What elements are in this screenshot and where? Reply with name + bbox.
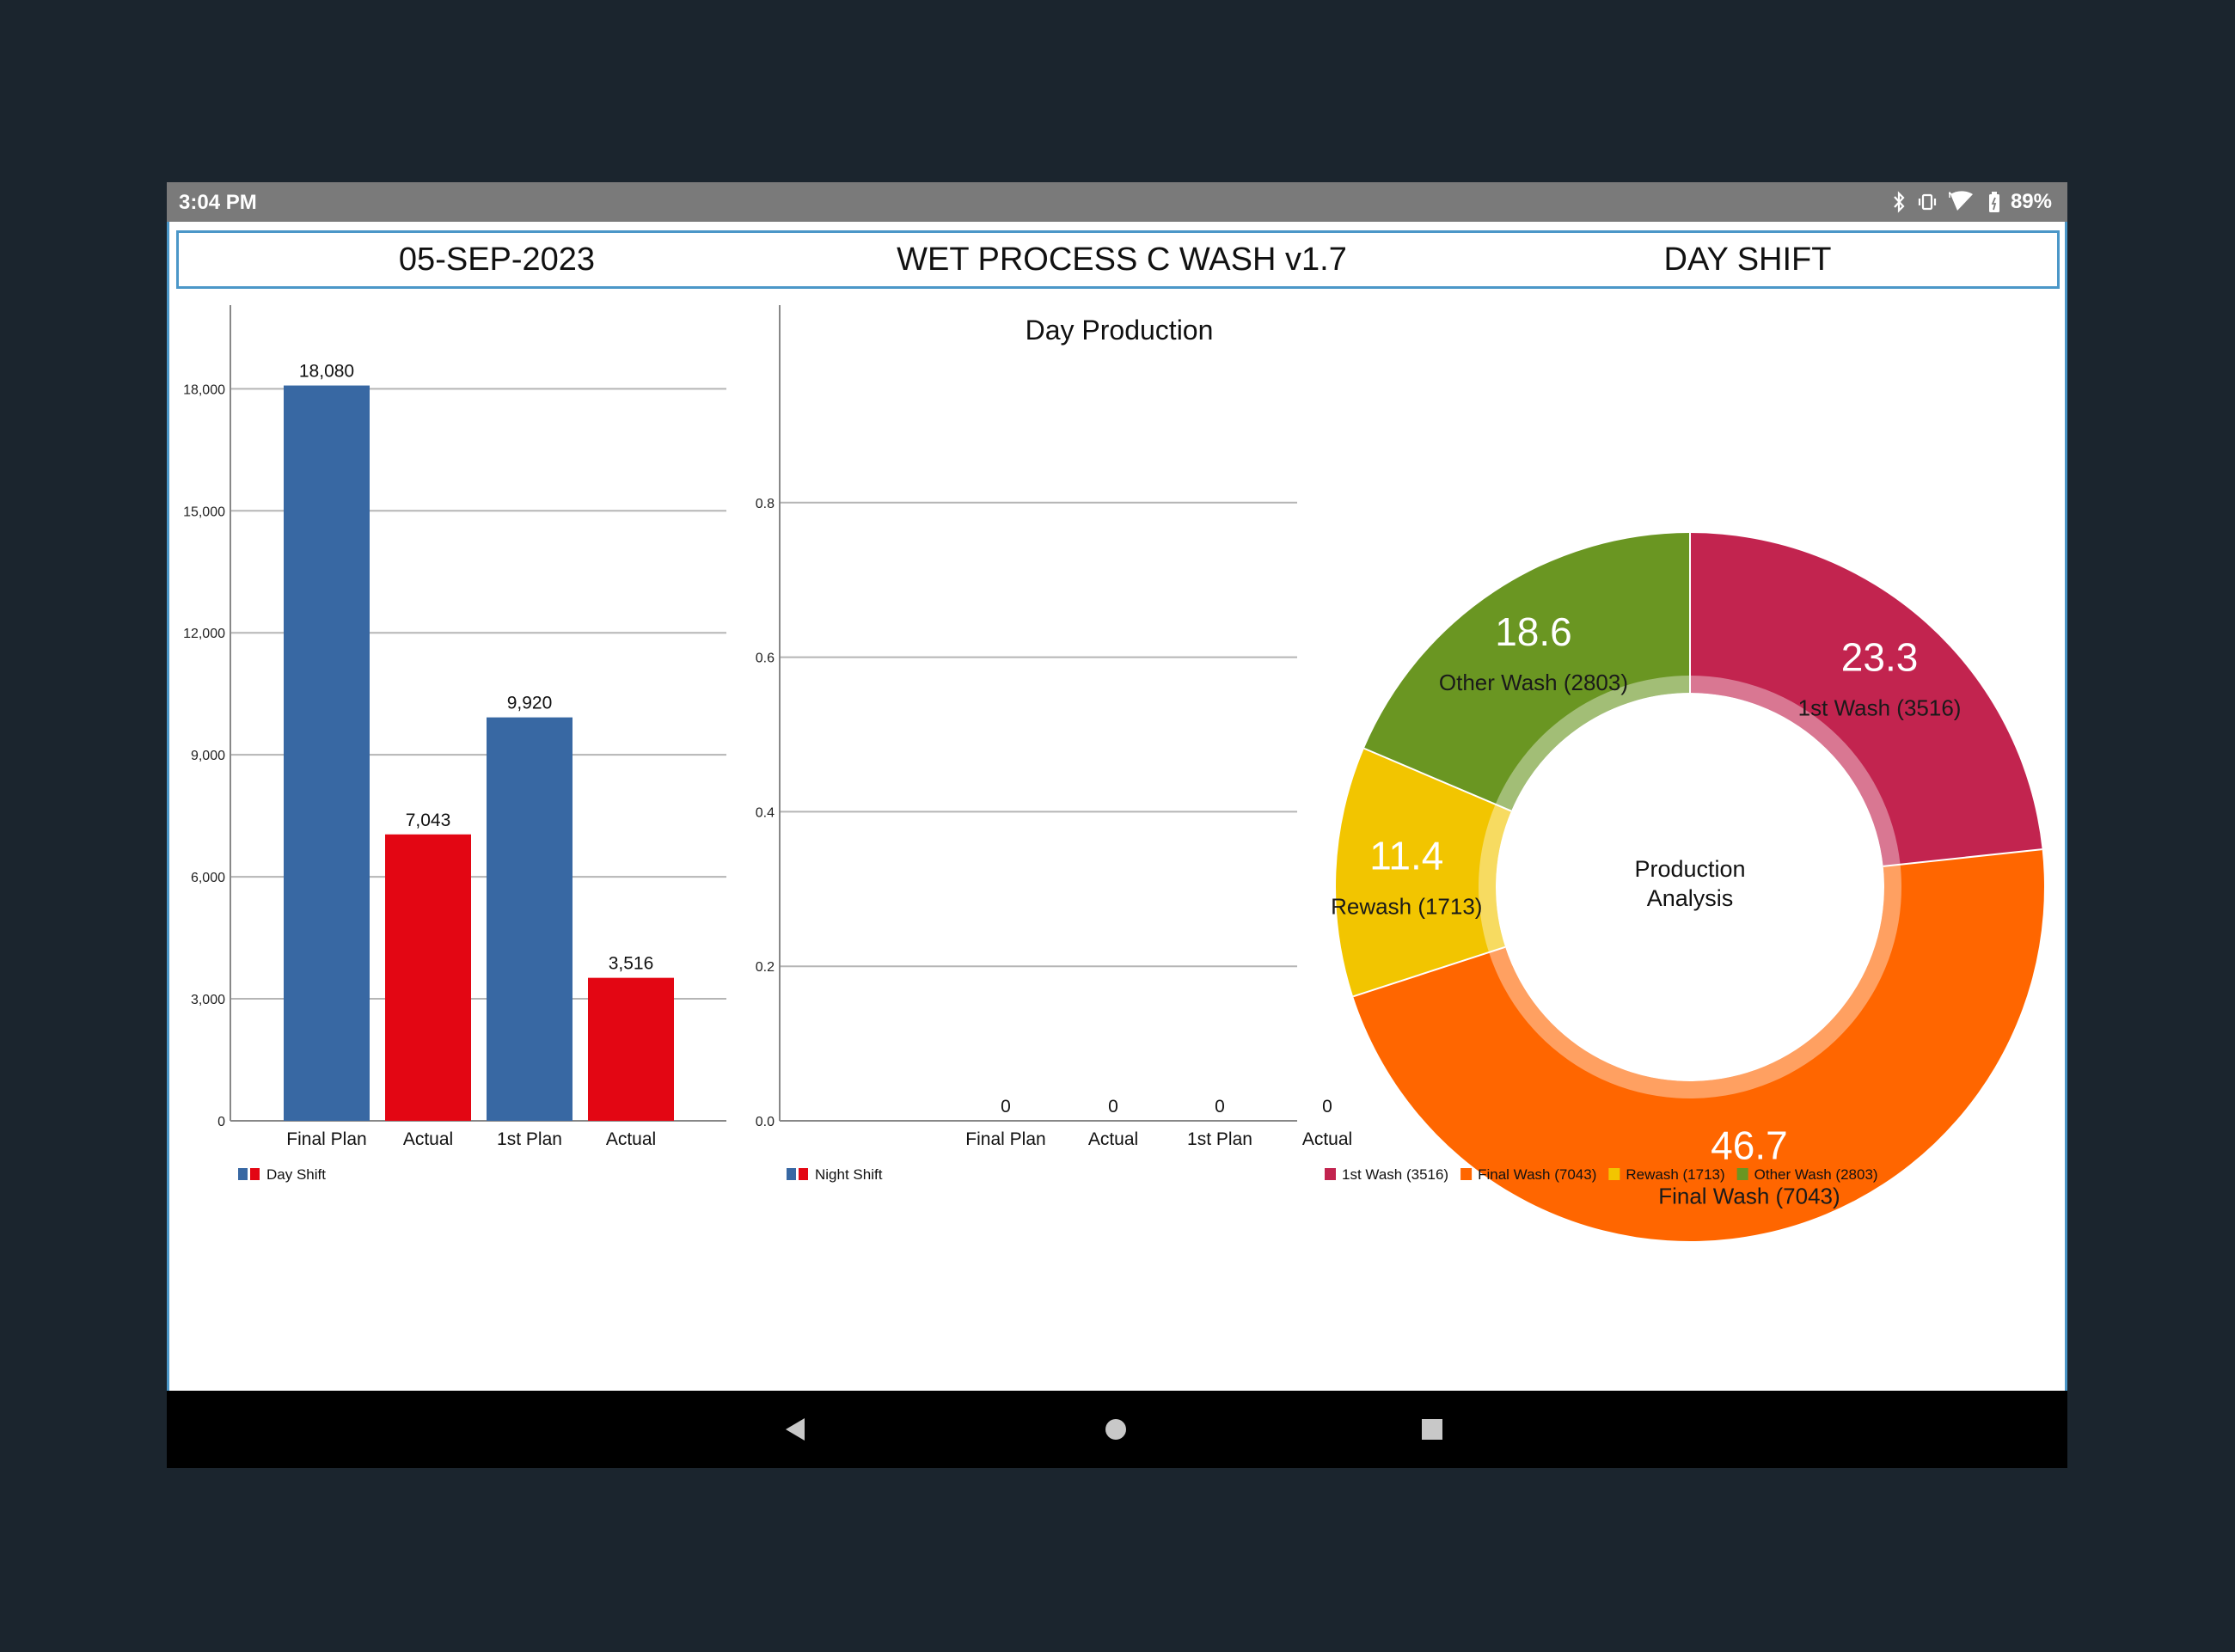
page-title: Day Production	[1025, 315, 1214, 346]
bar	[284, 385, 370, 1121]
status-bar: 3:04 PM 89%	[167, 182, 2067, 222]
pie-slice-inner-ring	[1690, 676, 1901, 866]
legend-swatch	[1325, 1168, 1336, 1180]
bar-value-label: 7,043	[406, 811, 451, 830]
pie-slice-label: 1st Wash (3516)	[1798, 695, 1962, 721]
bluetooth-icon	[1894, 191, 1905, 213]
pie-separator	[1352, 945, 1506, 998]
bar-value-label: 0	[1001, 1097, 1011, 1117]
y-tick-label: 9,000	[191, 749, 225, 763]
pie-slice	[1353, 849, 2044, 1242]
x-category-label: Final Plan	[286, 1129, 366, 1149]
legend-swatch	[238, 1168, 248, 1180]
legend-label: Final Wash (7043)	[1478, 1166, 1596, 1183]
bar	[487, 717, 573, 1121]
y-tick-label: 0.4	[756, 805, 775, 820]
pie-slice-label: Rewash (1713)	[1331, 893, 1482, 919]
pie-slice-label: Other Wash (2803)	[1439, 670, 1628, 695]
bar-value-label: 0	[1215, 1097, 1225, 1117]
pie-slice-label: Final Wash (7043)	[1658, 1184, 1840, 1209]
legend-swatch	[799, 1168, 808, 1180]
pie-slice-inner-ring	[1478, 804, 1512, 953]
wifi-icon	[1948, 191, 1973, 211]
status-icons: 89%	[1892, 187, 2052, 217]
header-title: WET PROCESS C WASH v1.7	[897, 242, 1347, 278]
pie-percent-label: 11.4	[1369, 833, 1443, 878]
pie-slice	[1363, 533, 1690, 811]
y-tick-label: 3,000	[191, 993, 225, 1007]
bar-value-label: 18,080	[299, 362, 354, 382]
x-category-label: 1st Plan	[497, 1129, 562, 1149]
legend-label: Other Wash (2803)	[1754, 1166, 1878, 1183]
bar-value-label: 9,920	[507, 694, 553, 713]
home-icon[interactable]	[1104, 1417, 1128, 1441]
header-date: 05-SEP-2023	[398, 242, 596, 278]
x-category-label: Actual	[606, 1129, 656, 1149]
legend-label: 1st Wash (3516)	[1342, 1166, 1448, 1183]
header-shift: DAY SHIFT	[1663, 242, 1832, 278]
pie-separator	[1363, 747, 1512, 812]
y-tick-label: 0	[217, 1115, 225, 1129]
bar	[385, 834, 471, 1121]
y-tick-label: 6,000	[191, 871, 225, 885]
pie-center-label: Production	[1634, 856, 1745, 882]
pie-separator	[1883, 848, 2042, 867]
y-tick-label: 0.8	[756, 497, 775, 511]
battery-icon	[1988, 192, 1999, 212]
legend-swatch	[787, 1168, 796, 1180]
legend-swatch	[1736, 1168, 1748, 1180]
pie-percent-label: 46.7	[1711, 1123, 1788, 1168]
legend-label: Night Shift	[815, 1166, 883, 1183]
bar-value-label: 3,516	[609, 954, 654, 974]
pie-percent-label: 23.3	[1841, 635, 1919, 680]
vibrate-icon	[1918, 193, 1937, 211]
y-tick-label: 18,000	[183, 382, 225, 397]
charts-canvas: 0 3,000 6,000 9,000 12,000 15,000 18,000 18,080…	[183, 305, 2044, 1242]
pie-slice	[1336, 748, 1512, 997]
y-tick-label: 0.0	[756, 1115, 775, 1129]
legend-swatch	[1460, 1168, 1473, 1180]
bar	[588, 977, 674, 1121]
bar-value-label: 0	[1322, 1097, 1332, 1117]
legend-label: Day Shift	[266, 1166, 326, 1183]
status-time: 3:04 PM	[179, 191, 257, 214]
back-icon[interactable]	[784, 1416, 808, 1442]
pie-slice	[1690, 533, 2042, 866]
y-tick-label: 0.6	[756, 652, 775, 666]
x-category-label: Actual	[1302, 1129, 1352, 1149]
pie-percent-label: 18.6	[1495, 609, 1572, 654]
legend-label: Rewash (1713)	[1626, 1166, 1724, 1183]
recents-icon[interactable]	[1421, 1418, 1443, 1441]
app-header: 05-SEP-2023 WET PROCESS C WASH v1.7 DAY …	[176, 230, 2060, 289]
navigation-bar	[167, 1391, 2067, 1468]
legend-swatch	[250, 1168, 260, 1180]
x-category-label: 1st Plan	[1187, 1129, 1252, 1149]
x-category-label: Actual	[1088, 1129, 1138, 1149]
x-category-label: Final Plan	[965, 1129, 1045, 1149]
app-window: 05-SEP-2023 WET PROCESS C WASH v1.7 DAY …	[167, 222, 2067, 1401]
y-tick-label: 0.2	[756, 960, 775, 975]
y-tick-label: 15,000	[183, 505, 225, 519]
pie-center-label: Analysis	[1647, 885, 1734, 911]
battery-percent: 89%	[2010, 190, 2052, 213]
x-category-label: Actual	[403, 1129, 453, 1149]
bar-value-label: 0	[1108, 1097, 1118, 1117]
legend-swatch	[1608, 1168, 1620, 1180]
pie-slice-inner-ring	[1495, 676, 1690, 811]
y-tick-label: 12,000	[183, 627, 225, 641]
tablet-screen: 3:04 PM 89% 05-SEP-2023 WET PROCESS C WA…	[167, 182, 2067, 1468]
